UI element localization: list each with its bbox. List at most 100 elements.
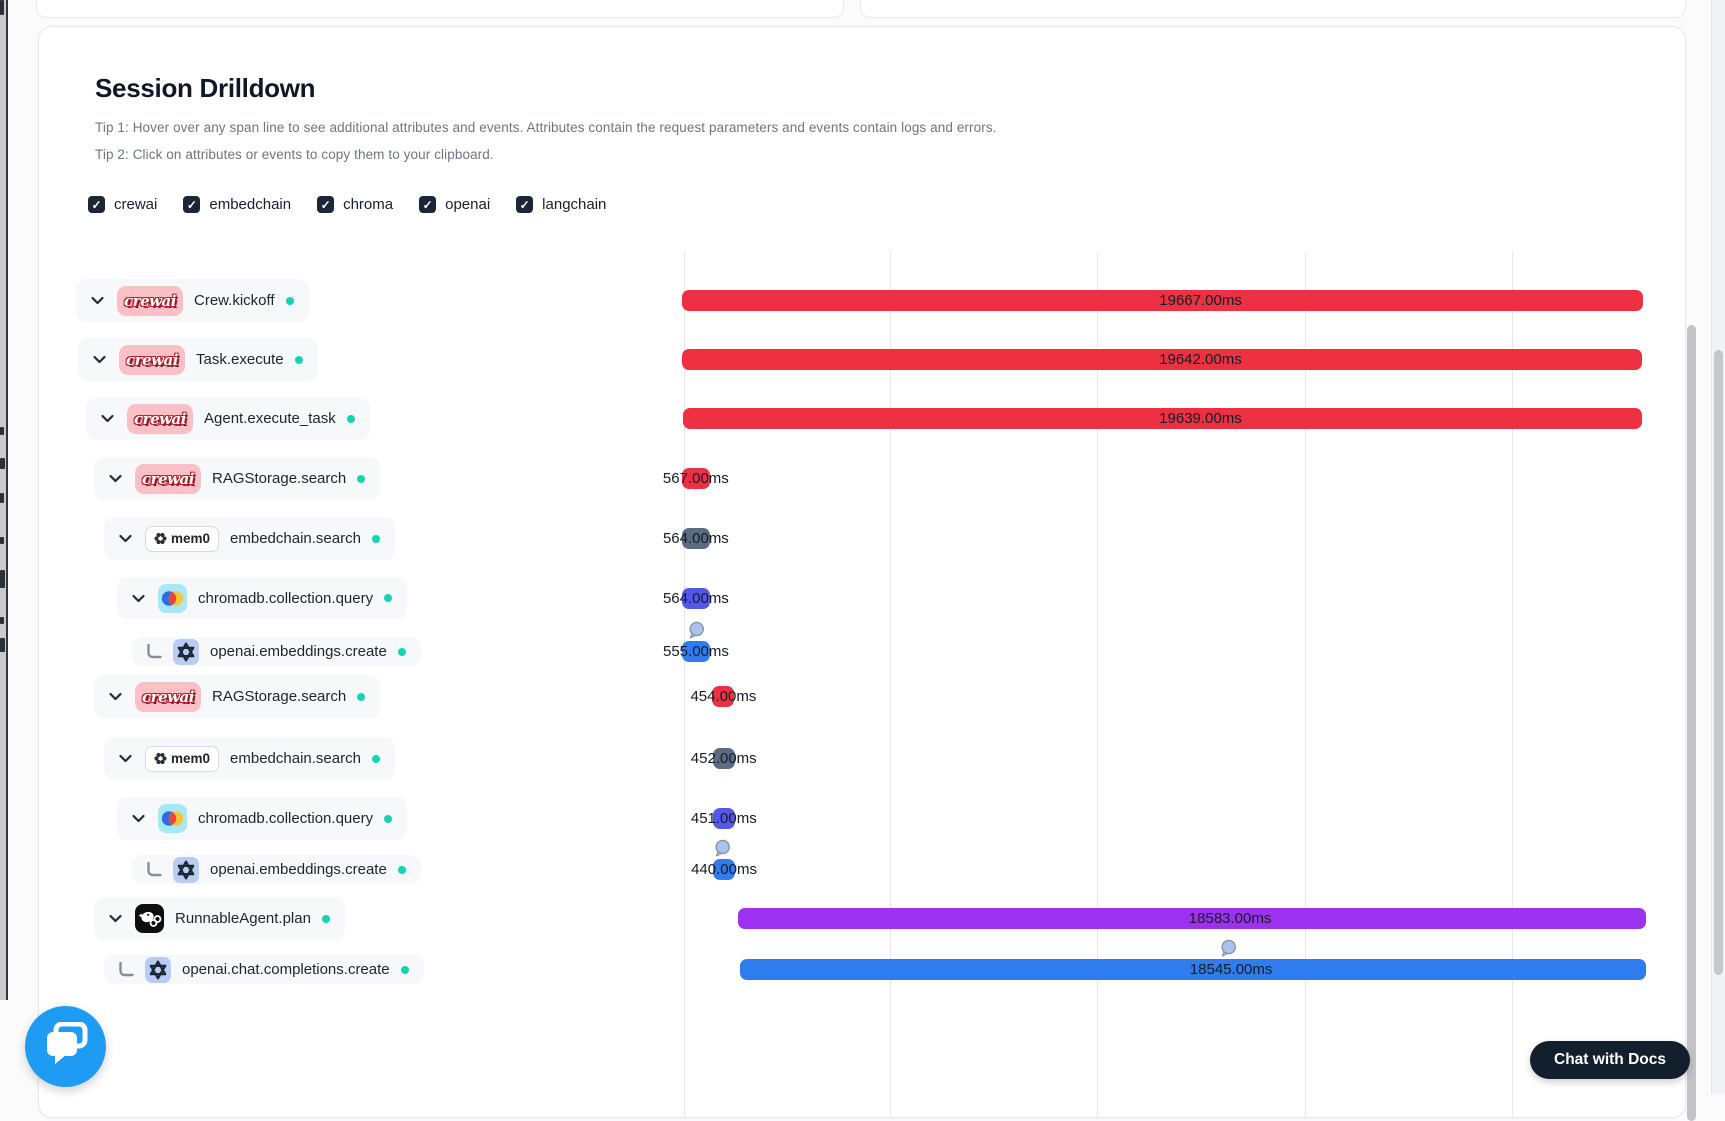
tree-elbow-connector-icon: [145, 643, 162, 660]
span-name: embedchain.search: [230, 530, 361, 547]
span-status-dot: [384, 594, 393, 602]
chevron-down-icon[interactable]: [117, 530, 134, 547]
span-status-dot: [397, 865, 406, 874]
span-tree-item-RAGStorage.search[interactable]: crewai RAGStorage.search: [94, 675, 381, 718]
span-status-dot: [346, 414, 355, 423]
span-duration-label: 564.00ms: [662, 589, 729, 607]
span-status-dot: [371, 754, 380, 763]
chat-bubbles-icon: [43, 1021, 89, 1071]
span-tree-item-chromadb.collection.query[interactable]: chromadb.collection.query: [117, 577, 408, 619]
filter-label: embedchain: [209, 196, 292, 213]
checkbox-checked-icon[interactable]: ✓: [419, 196, 437, 213]
browser-scrollbar-track: [1711, 0, 1725, 1094]
span-duration-bar-RAGStorage.search[interactable]: [682, 468, 710, 489]
span-name: chromadb.collection.query: [198, 810, 374, 827]
span-duration-bar-openai.embeddings.create[interactable]: [682, 641, 710, 662]
filter-toggle-crewai[interactable]: ✓ crewai: [88, 196, 157, 213]
span-duration-bar-Task.execute[interactable]: [682, 349, 1643, 370]
span-name: Crew.kickoff: [194, 292, 275, 309]
browser-scrollbar-thumb[interactable]: [1714, 350, 1723, 975]
span-duration-bar-RunnableAgent.plan[interactable]: [738, 908, 1647, 929]
checkbox-checked-icon[interactable]: ✓: [317, 196, 335, 213]
span-tree-item-chromadb.collection.query[interactable]: chromadb.collection.query: [117, 797, 408, 840]
span-duration-bar-embedchain.search[interactable]: [712, 748, 735, 769]
filter-toggle-langchain[interactable]: ✓ langchain: [516, 196, 606, 213]
chat-with-docs-label: Chat with Docs: [1554, 1051, 1666, 1068]
filter-label: crewai: [114, 196, 158, 213]
span-status-dot: [400, 965, 409, 974]
chevron-down-icon[interactable]: [130, 590, 147, 607]
span-duration-label: 19667.00ms: [1159, 292, 1242, 309]
crewai-logo-icon: crewai: [135, 463, 201, 494]
clipped-text-fragment: [0, 493, 4, 503]
chroma-logo-icon: [158, 583, 187, 613]
session-drilldown-card: Session Drilldown Tip 1: Hover over any …: [38, 26, 1696, 1121]
span-tree-item-RunnableAgent.plan[interactable]: RunnableAgent.plan: [94, 897, 345, 940]
span-status-dot: [371, 534, 380, 543]
span-tree-item-RAGStorage.search[interactable]: crewai RAGStorage.search: [94, 457, 381, 500]
chevron-down-icon[interactable]: [107, 688, 124, 705]
filter-label: openai: [445, 196, 491, 213]
clipped-text-fragment: [0, 458, 5, 469]
filter-toggle-chroma[interactable]: ✓ chroma: [317, 196, 393, 213]
span-duration-bar-chromadb.collection.query[interactable]: [712, 808, 735, 829]
filter-label: langchain: [542, 196, 607, 213]
top-panel-left: [36, 0, 844, 18]
span-name: Agent.execute_task: [204, 410, 336, 427]
chevron-down-icon[interactable]: [117, 750, 134, 767]
span-duration-bar-Crew.kickoff[interactable]: [682, 290, 1644, 311]
span-duration-label: 451.00ms: [690, 810, 757, 827]
span-tree-item-Agent.execute_task[interactable]: crewai Agent.execute_task: [86, 397, 370, 440]
span-duration-label: 19639.00ms: [1159, 410, 1242, 427]
checkbox-checked-icon[interactable]: ✓: [88, 196, 105, 213]
waterfall-scrollbar-thumb[interactable]: [1687, 325, 1696, 1121]
span-duration-bar-openai.embeddings.create[interactable]: [713, 859, 735, 880]
span-duration-bar-Agent.execute_task[interactable]: [682, 408, 1643, 429]
span-tree-item-openai.chat.completions.create[interactable]: openai.chat.completions.create: [104, 955, 424, 984]
crewai-logo-icon: crewai: [119, 344, 185, 375]
span-tree-item-openai.embeddings.create[interactable]: openai.embeddings.create: [132, 855, 421, 884]
span-tree-item-embedchain.search[interactable]: mem0 embedchain.search: [104, 737, 395, 780]
clipped-text-fragment: [0, 427, 4, 435]
chevron-down-icon[interactable]: [89, 292, 106, 309]
timeline-gridline: [684, 251, 685, 1117]
checkbox-checked-icon[interactable]: ✓: [183, 196, 201, 213]
page-title: Session Drilldown: [95, 73, 316, 103]
span-duration-label: 19642.00ms: [1159, 351, 1242, 368]
crewai-logo-icon: crewai: [135, 681, 201, 712]
span-duration-label: 18545.00ms: [1189, 961, 1273, 978]
timeline-gridline: [1305, 251, 1306, 1117]
mem0-logo-icon: mem0: [145, 525, 220, 552]
span-status-dot: [357, 692, 366, 701]
span-event-bubble-icon[interactable]: [713, 839, 732, 858]
span-tree-item-embedchain.search[interactable]: mem0 embedchain.search: [104, 517, 395, 560]
filter-toggle-embedchain[interactable]: ✓ embedchain: [183, 196, 291, 213]
chevron-down-icon[interactable]: [91, 351, 108, 368]
checkbox-checked-icon[interactable]: ✓: [516, 196, 534, 213]
span-duration-bar-RAGStorage.search[interactable]: [712, 686, 735, 707]
span-tree-item-Task.execute[interactable]: crewai Task.execute: [78, 338, 318, 381]
library-filters: ✓ crewai ✓ embedchain ✓ chroma ✓ openai ✓ langcha…: [88, 196, 606, 213]
live-chat-widget-button[interactable]: [25, 1006, 106, 1087]
span-name: RAGStorage.search: [212, 688, 347, 705]
tree-elbow-connector-icon: [117, 961, 134, 978]
filter-toggle-openai[interactable]: ✓ openai: [419, 196, 490, 213]
chevron-down-icon[interactable]: [130, 810, 147, 827]
span-event-bubble-icon[interactable]: [1219, 939, 1238, 958]
crewai-logo-icon: crewai: [127, 403, 193, 434]
span-duration-bar-openai.chat.completions.create[interactable]: [739, 959, 1647, 980]
span-name: openai.chat.completions.create: [182, 961, 390, 978]
chroma-logo-icon: [158, 804, 187, 833]
span-event-bubble-icon[interactable]: [687, 621, 706, 640]
span-tree-item-openai.embeddings.create[interactable]: openai.embeddings.create: [132, 637, 421, 666]
span-duration-label: 555.00ms: [663, 643, 729, 660]
chevron-down-icon[interactable]: [107, 910, 124, 927]
span-duration-bar-embedchain.search[interactable]: [682, 528, 710, 549]
clipped-text-fragment: [0, 537, 4, 544]
chat-with-docs-button[interactable]: Chat with Docs: [1530, 1041, 1690, 1079]
chevron-down-icon[interactable]: [99, 410, 116, 427]
span-tree-item-Crew.kickoff[interactable]: crewai Crew.kickoff: [76, 279, 309, 322]
chevron-down-icon[interactable]: [107, 470, 124, 487]
span-duration-bar-chromadb.collection.query[interactable]: [682, 587, 710, 609]
span-status-dot: [384, 814, 393, 823]
